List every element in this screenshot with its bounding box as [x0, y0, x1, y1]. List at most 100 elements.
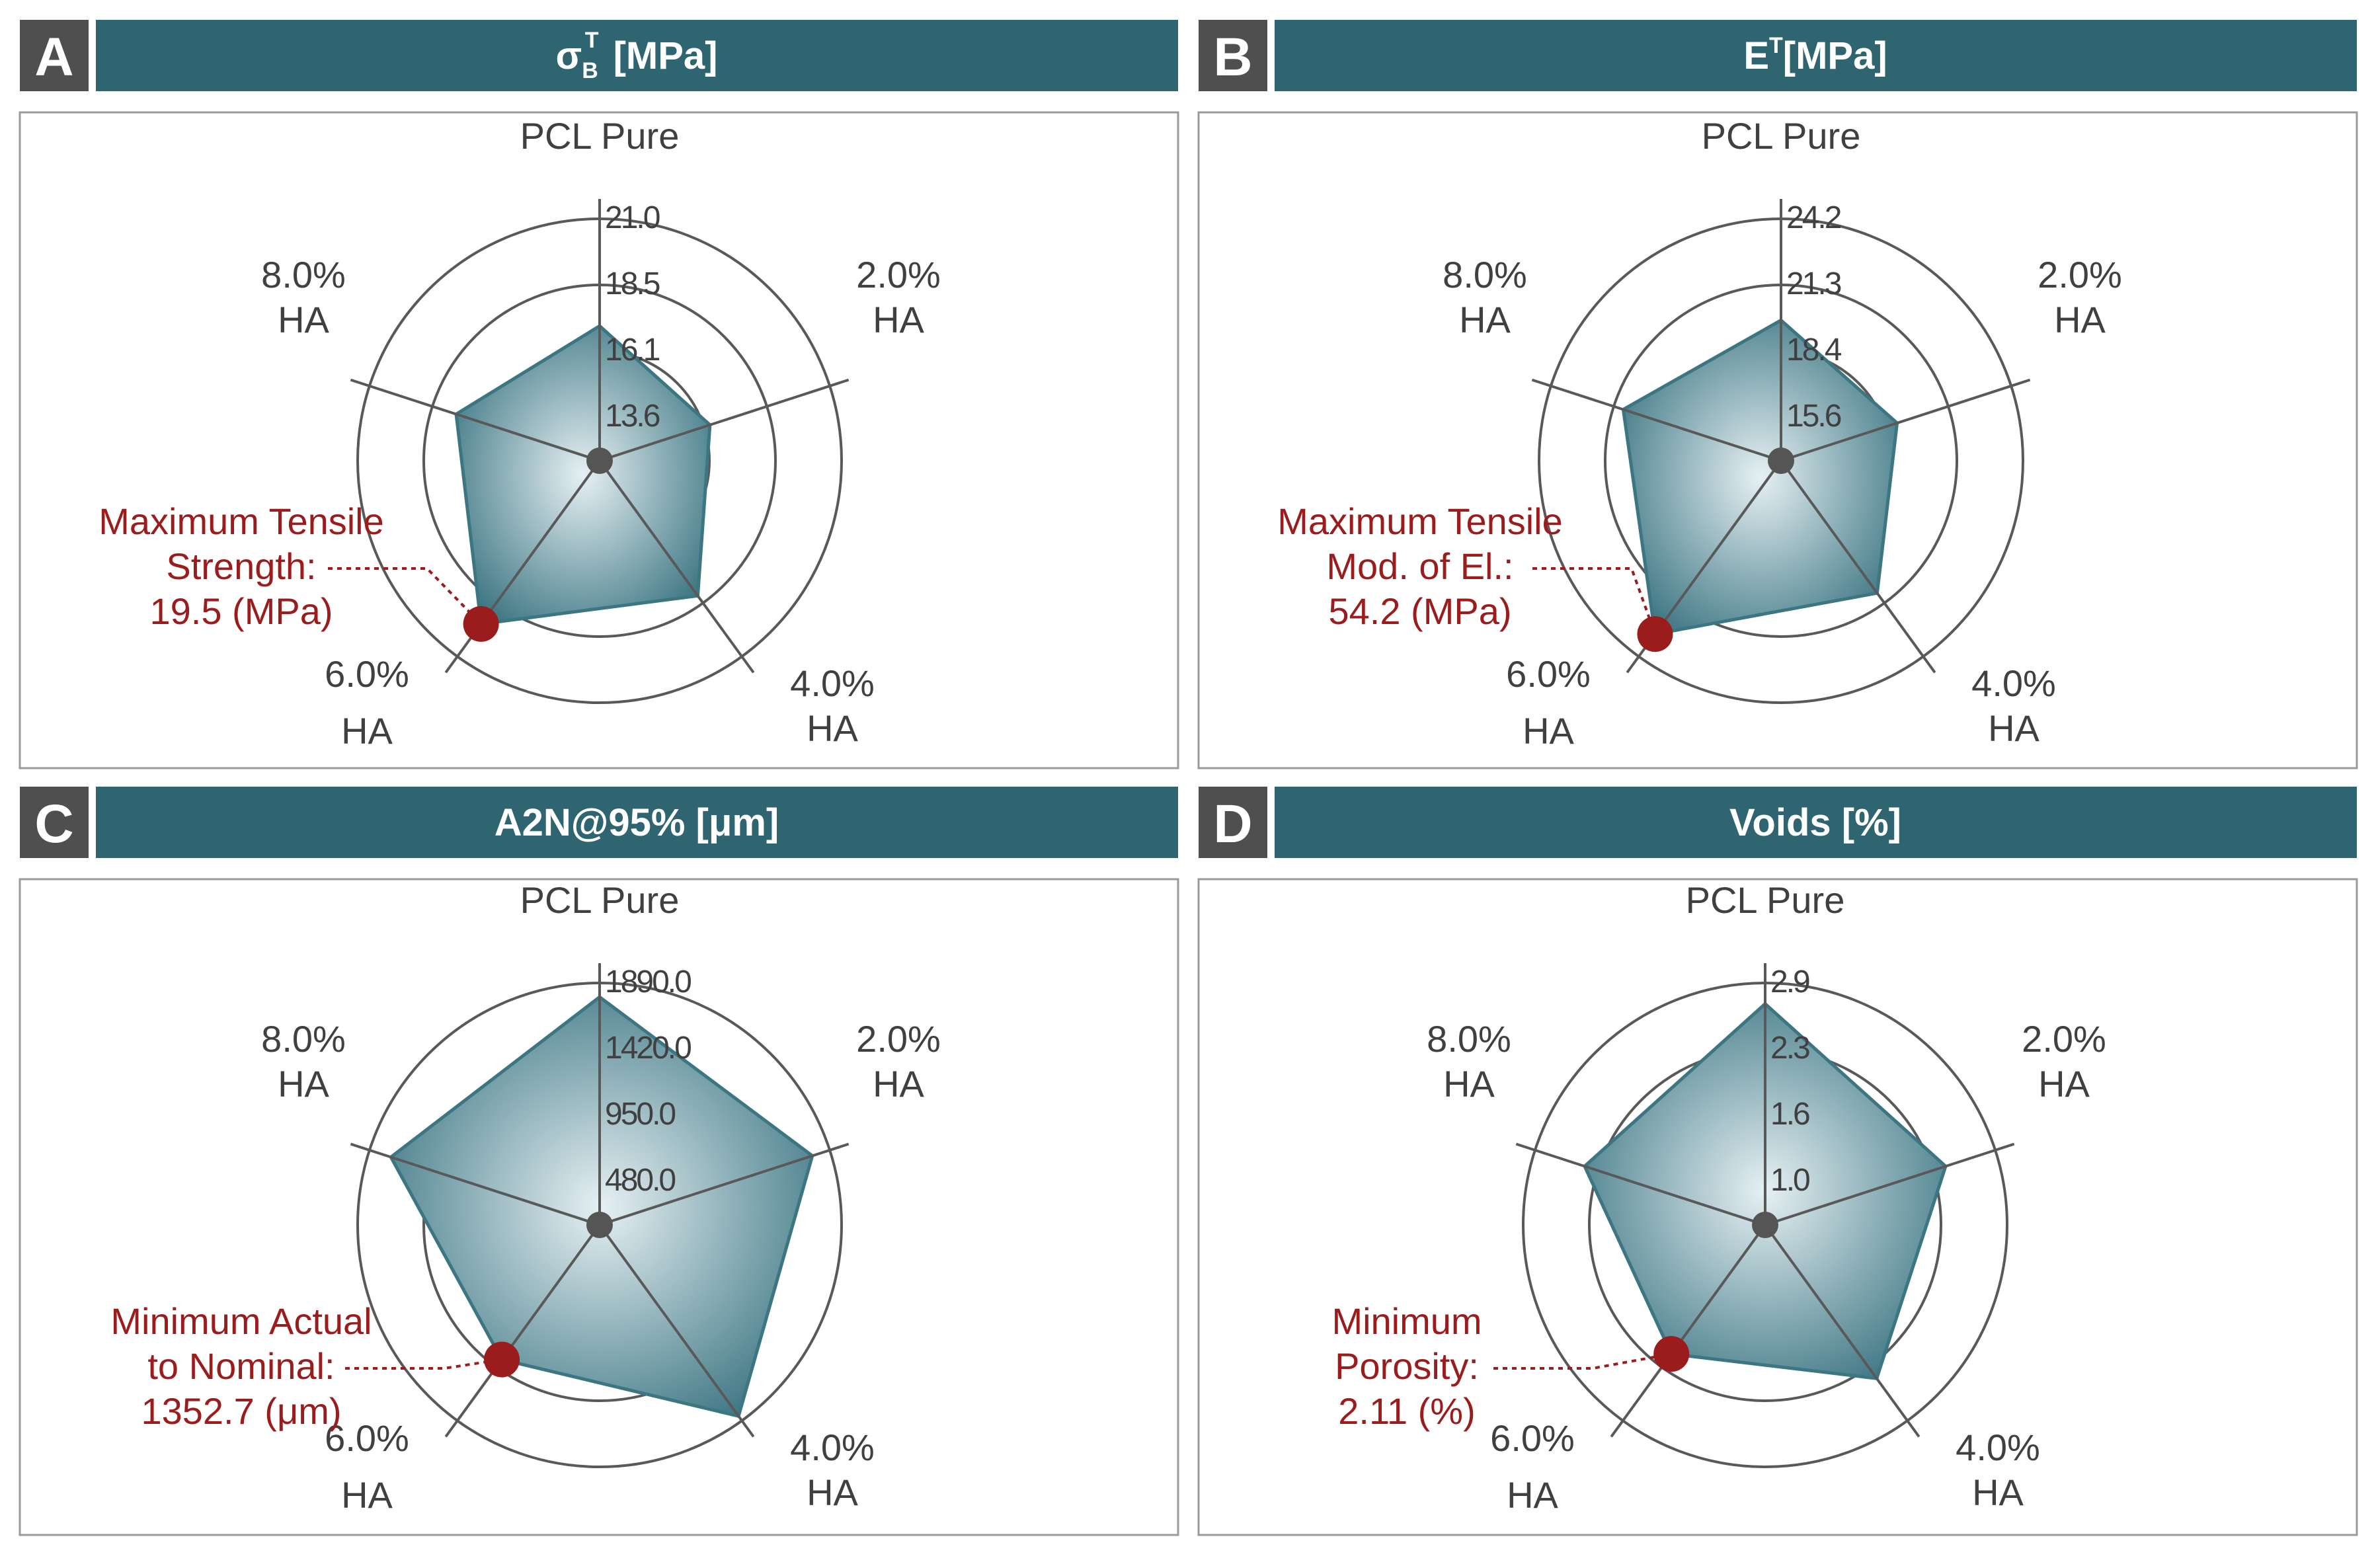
panel-frame	[19, 111, 1179, 769]
axis-line	[1515, 1142, 1766, 1226]
annotation-line: Maximum Tensile	[99, 500, 384, 542]
data-polygon	[454, 324, 712, 626]
category-label: 2.0% HA	[856, 1018, 941, 1105]
category-label-line: HA	[807, 1471, 858, 1513]
category-label-line: HA	[1523, 710, 1574, 752]
category-label-line: HA	[873, 299, 924, 340]
category-label: 8.0% HA	[261, 1018, 346, 1105]
center-dot	[586, 1212, 613, 1238]
category-label: 4.0% HA	[790, 1427, 875, 1513]
category-label: 2.0% HA	[2038, 254, 2122, 340]
axis-line	[1610, 1224, 1766, 1438]
ring-tick-label: 21.3	[1786, 266, 1841, 301]
category-label-line: 6.0%	[1506, 653, 1591, 695]
annotation-line: 1352.7 (μm)	[141, 1390, 341, 1432]
panel-letter: C	[34, 794, 73, 854]
category-label-line: PCL Pure	[1686, 879, 1845, 921]
panel-frame	[19, 878, 1179, 1536]
category-label: 4.0% HA	[1956, 1427, 2040, 1513]
category-label-line: 8.0%	[1443, 254, 1527, 295]
ring-tick-label: 24.2	[1786, 200, 1841, 235]
title-unit: [MPa]	[1783, 34, 1887, 77]
panel-title: Voids [%]	[1729, 801, 1901, 844]
title-main: A2N@95% [μm]	[495, 801, 779, 844]
panel-letter-box	[20, 787, 89, 858]
category-label-line: 6.0%	[1490, 1417, 1575, 1459]
axis-line	[598, 1224, 755, 1438]
category-label: 6.0% HA	[325, 653, 409, 752]
category-label-line: HA	[2038, 1063, 2090, 1105]
ring-tick-label: 16.1	[605, 333, 660, 368]
panel-title: ET[MPa]	[1743, 33, 1887, 77]
category-label: PCL Pure	[520, 879, 680, 921]
data-polygon	[1621, 318, 1899, 637]
annotation-text: Minimum Porosity: 2.11 (%)	[1331, 1300, 1482, 1432]
center-dot	[1768, 448, 1794, 474]
category-label-line: HA	[341, 1474, 393, 1516]
annotation-line: to Nominal:	[147, 1345, 335, 1387]
category-label-line: 6.0%	[325, 653, 409, 695]
category-label: 6.0% HA	[1490, 1417, 1575, 1516]
category-label-line: HA	[1459, 299, 1511, 340]
category-label-line: 2.0%	[856, 1018, 941, 1060]
annotation-line: 2.11 (%)	[1338, 1390, 1475, 1432]
category-label: 8.0% HA	[1443, 254, 1527, 340]
category-label-line: HA	[1443, 1063, 1495, 1105]
ring-tick-label: 2.9	[1770, 964, 1809, 1000]
category-label-line: HA	[2054, 299, 2106, 340]
category-label-line: 2.0%	[856, 254, 941, 295]
title-subscript: B	[582, 58, 598, 83]
ring-tick-label: 15.6	[1786, 399, 1841, 434]
annotation-leader-line	[328, 567, 483, 625]
ring-tick-label: 480.0	[605, 1163, 675, 1198]
category-label-line: 6.0%	[325, 1417, 409, 1459]
annotation-text: Maximum Tensile Strength: 19.5 (MPa)	[99, 500, 384, 632]
center-dot	[586, 448, 613, 474]
ring-tick-label: 21.0	[605, 200, 660, 235]
axis-line	[1764, 1224, 1921, 1438]
axis-line	[599, 1142, 850, 1226]
ring-tick-label: 18.5	[605, 266, 660, 301]
axis-line	[350, 378, 600, 462]
category-label-line: PCL Pure	[520, 115, 680, 157]
category-label-line: 2.0%	[2022, 1018, 2106, 1060]
panel-header-bar	[1275, 787, 2357, 858]
annotation-line: Minimum	[1331, 1300, 1482, 1342]
category-label: 8.0% HA	[261, 254, 346, 340]
category-label: 4.0% HA	[1971, 662, 2056, 749]
ring-tick-label: 950.0	[605, 1097, 675, 1132]
category-label-line: 2.0%	[2038, 254, 2122, 295]
title-unit: [MPa]	[614, 34, 718, 77]
axis-line	[1780, 378, 2031, 462]
category-label-line: HA	[1507, 1474, 1558, 1516]
panel-frame	[1197, 111, 2358, 769]
annotation-leader-line	[1532, 567, 1657, 635]
annotation-leader-line	[345, 1358, 502, 1370]
panel-header-bar	[96, 787, 1178, 858]
category-label-line: HA	[278, 1063, 329, 1105]
annotation-line: Maximum Tensile	[1277, 500, 1563, 542]
title-superscript: T	[1769, 33, 1783, 58]
category-label: PCL Pure	[520, 115, 680, 157]
annotation-line: 19.5 (MPa)	[150, 590, 333, 632]
category-label: PCL Pure	[1686, 879, 1845, 921]
category-label-line: HA	[341, 710, 393, 752]
title-superscript: T	[585, 28, 599, 53]
panel-letter-box	[1199, 787, 1267, 858]
category-label-line: 4.0%	[790, 1427, 875, 1468]
annotation-text: Minimum Actual to Nominal: 1352.7 (μm)	[110, 1300, 372, 1432]
axis-line	[1780, 459, 1936, 674]
ring-tick-label: 1420.0	[605, 1031, 691, 1066]
category-label-line: HA	[278, 299, 329, 340]
category-label-line: 8.0%	[261, 1018, 346, 1060]
category-label-line: 4.0%	[790, 662, 875, 704]
annotation-line: Mod. of El.:	[1326, 545, 1513, 587]
axis-line	[599, 378, 850, 462]
axis-line	[598, 459, 755, 674]
category-label-line: 8.0%	[261, 254, 346, 295]
panel-header-bar	[1275, 20, 2357, 91]
